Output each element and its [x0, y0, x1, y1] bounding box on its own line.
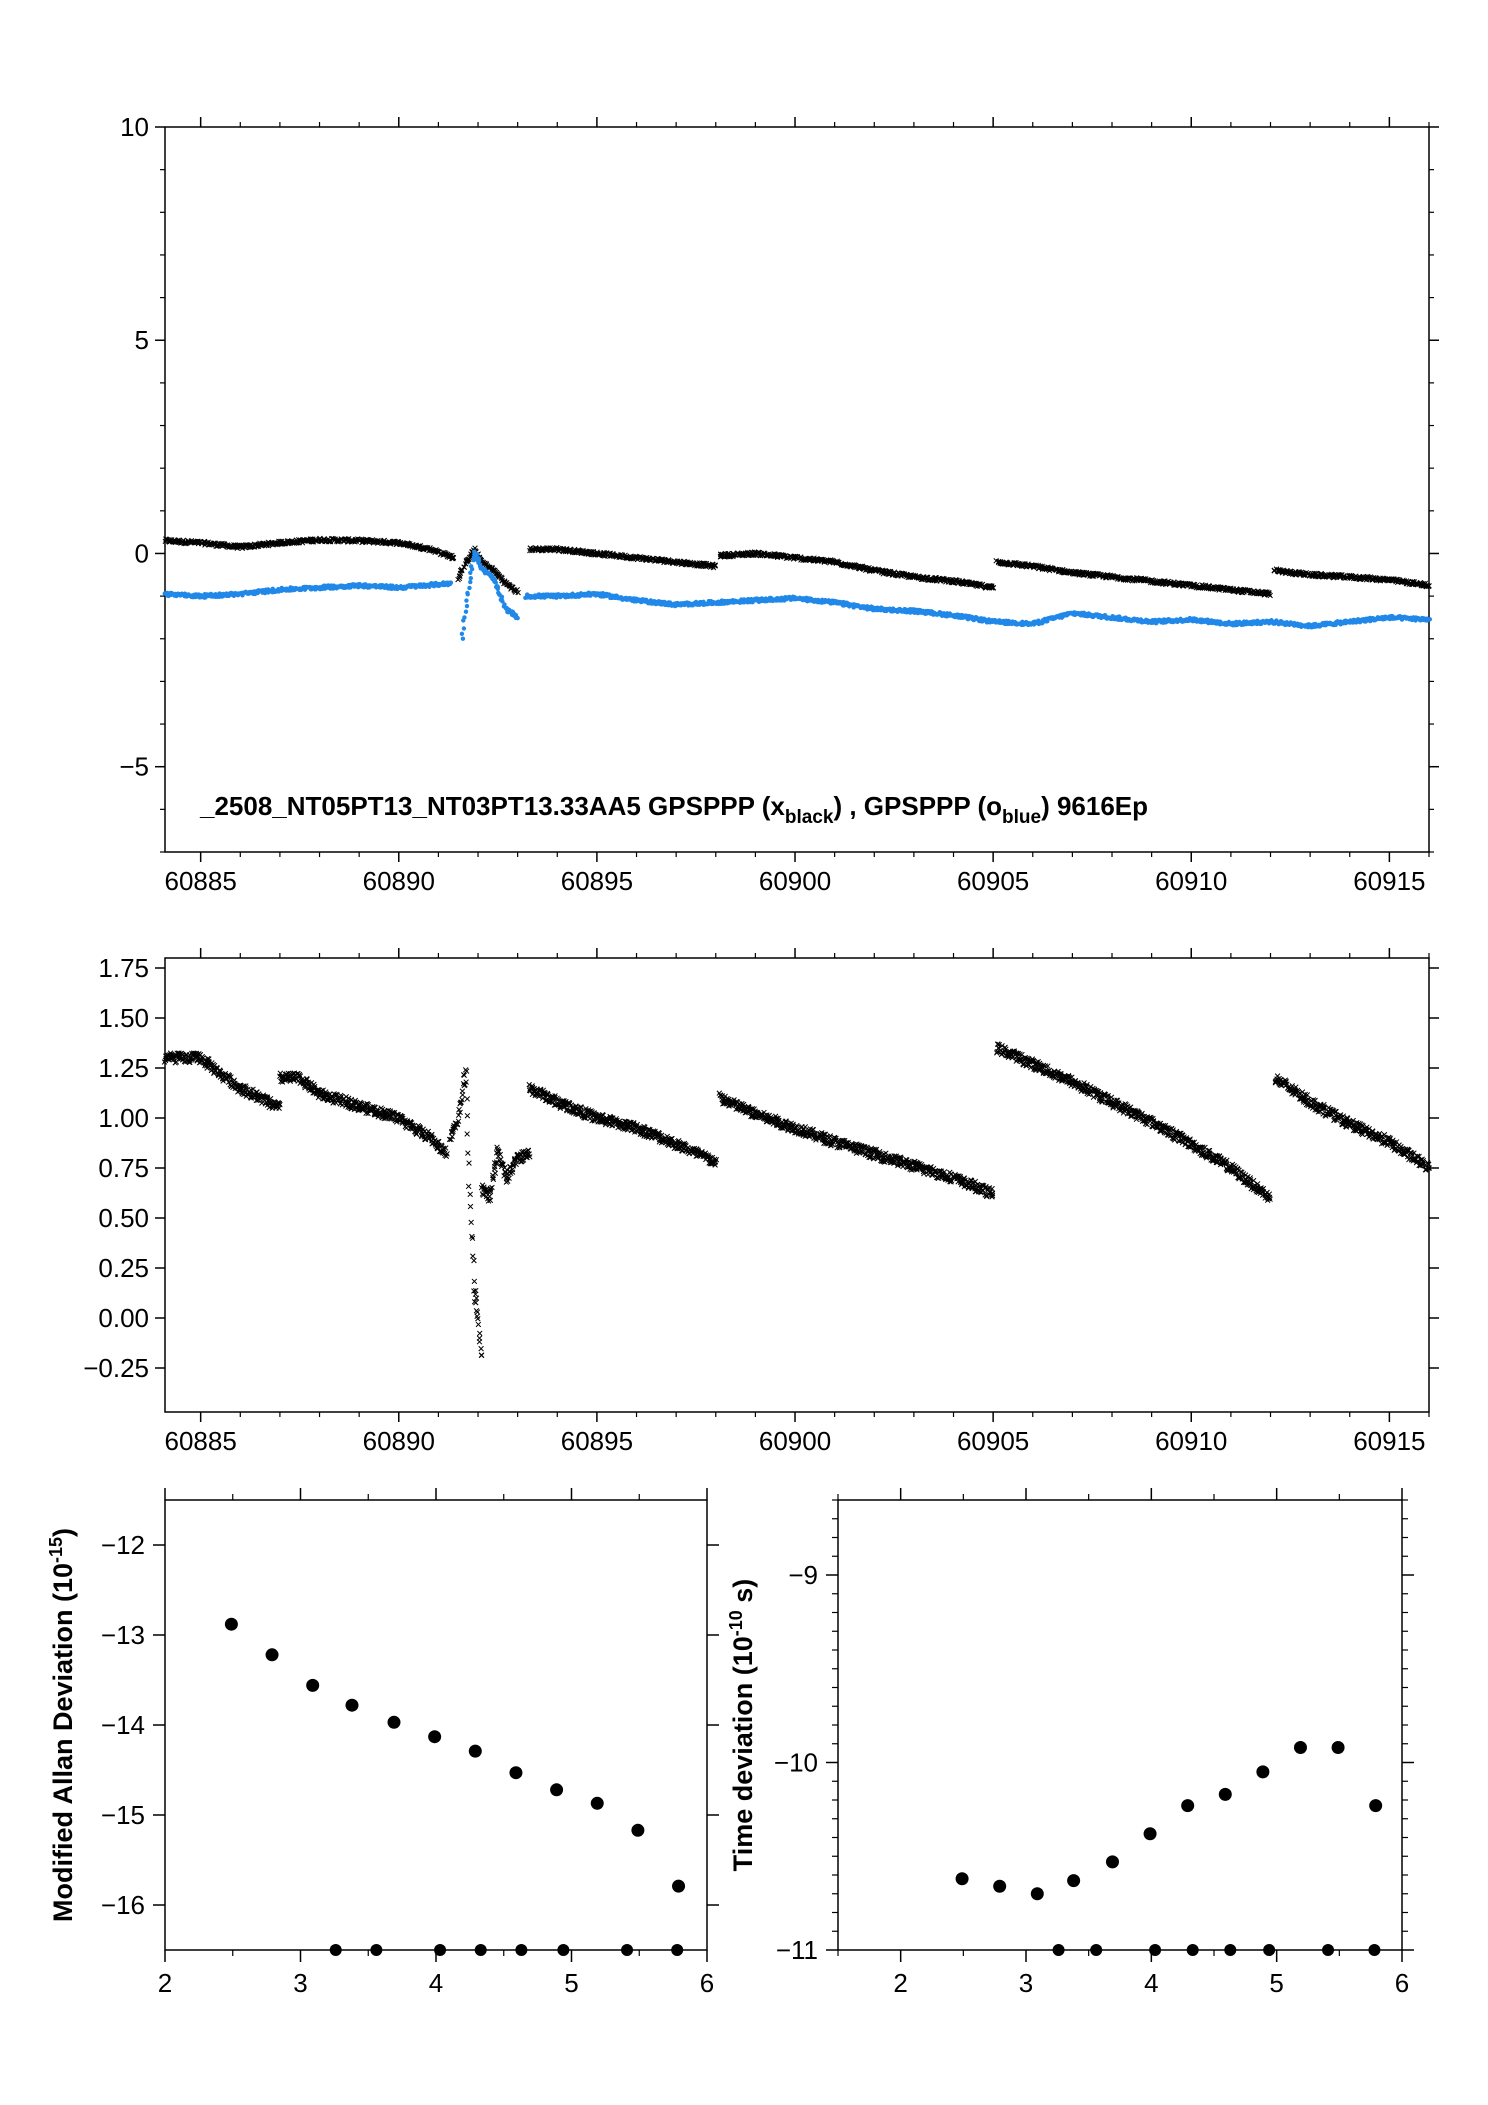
- panel-top-time-series: 60885 60890 60895 60900 60905 60910 60915 10 5 0 −…: [119, 112, 1439, 896]
- annotation-middle: ) , GPSPPP (o: [833, 791, 1002, 821]
- annotation-sub2: blue: [1002, 807, 1041, 828]
- top-series-1: [162, 549, 1433, 641]
- x-tick-label: 60885: [165, 1426, 237, 1456]
- panel-residuals-frame: [164, 957, 1430, 1413]
- data-point-o: [460, 636, 466, 641]
- y-tick-label: −0.25: [83, 1353, 149, 1383]
- data-point-x: [461, 564, 467, 570]
- annotation-sub1: black: [785, 807, 834, 828]
- data-point-x: [515, 589, 521, 596]
- data-point-o: [468, 576, 474, 581]
- data-point-o: [461, 626, 467, 631]
- data-point-x: [467, 1203, 474, 1210]
- data-point-x: [486, 1193, 493, 1200]
- data-point-x: [990, 584, 997, 591]
- data-point-x: [477, 1330, 483, 1337]
- x-tick-label: 60885: [165, 866, 237, 896]
- x-tick-label: 60905: [957, 866, 1029, 896]
- x-tick-label: 60895: [561, 1426, 633, 1456]
- data-point-o: [468, 579, 473, 585]
- data-point-x: [450, 554, 457, 561]
- top-series-0: [162, 535, 1432, 599]
- data-point-o: [459, 631, 465, 636]
- x-tick-label: 60890: [363, 866, 435, 896]
- data-point-x: [466, 1160, 472, 1166]
- annotation-title: _2508_NT05PT13_NT03PT13.33AA5 GPSPPP (xb…: [199, 791, 1148, 828]
- residual-series-0: [161, 1041, 1432, 1359]
- data-point-x: [468, 1219, 474, 1226]
- y-tick-label: 1.00: [98, 1103, 149, 1133]
- y-tick-label: 1.50: [98, 1003, 149, 1033]
- data-point-x: [465, 1150, 471, 1156]
- data-point-x: [470, 1253, 476, 1259]
- data-point-o: [465, 590, 470, 596]
- y-tick-label: −5: [119, 752, 149, 782]
- x-tick-label: 60890: [363, 1426, 435, 1456]
- data-point-o: [464, 598, 469, 603]
- y-tick-label: 10: [120, 112, 149, 142]
- data-point-x: [459, 567, 465, 574]
- x-tick-label: 60915: [1353, 1426, 1425, 1456]
- y-tick-label: 0.00: [98, 1303, 149, 1333]
- x-tick-label: 60905: [957, 1426, 1029, 1456]
- data-point-x: [464, 1131, 470, 1137]
- data-point-x: [466, 554, 473, 561]
- panel-residuals: 60885 60890 60895 60900 60905 60910 60915 1.75 1…: [83, 948, 1439, 1456]
- x-tick-label: 60915: [1353, 866, 1425, 896]
- data-point-x: [1000, 561, 1006, 567]
- data-point-x: [712, 563, 718, 569]
- data-point-x: [471, 1257, 477, 1264]
- y-tick-label: 1.75: [98, 953, 149, 983]
- data-point-o: [464, 603, 470, 609]
- data-point-x: [478, 1352, 485, 1359]
- data-point-x: [478, 1345, 484, 1352]
- x-tick-label: 60895: [561, 866, 633, 896]
- data-point-x: [459, 1092, 466, 1098]
- y-tick-label: 5: [135, 325, 149, 355]
- data-point-x: [476, 1335, 483, 1341]
- x-tick-label: 60910: [1155, 866, 1227, 896]
- annotation-prefix: _2508_NT05PT13_NT03PT13.33AA5 GPSPPP (x: [199, 791, 785, 821]
- y-tick-label: 0.25: [98, 1253, 149, 1283]
- x-tick-label: 60900: [759, 866, 831, 896]
- data-point-x: [492, 1170, 499, 1177]
- data-point-o: [462, 615, 467, 620]
- data-point-x: [464, 1112, 471, 1119]
- data-point-x: [916, 575, 922, 581]
- data-point-x: [467, 1191, 473, 1198]
- data-point-o: [1427, 617, 1433, 622]
- y-tick-label: 0.50: [98, 1203, 149, 1233]
- data-point-x: [464, 1096, 471, 1102]
- annotation-suffix: ) 9616Ep: [1041, 791, 1148, 821]
- data-point-o: [467, 585, 472, 591]
- panel-top-frame: [164, 126, 1430, 853]
- data-point-o: [463, 609, 469, 614]
- data-point-o: [468, 564, 474, 569]
- data-point-o: [448, 580, 454, 585]
- data-point-o: [515, 615, 520, 621]
- data-point-x: [475, 1321, 482, 1328]
- data-point-x: [465, 1183, 472, 1190]
- data-point-x: [988, 585, 995, 591]
- y-tick-label: 1.25: [98, 1053, 149, 1083]
- data-point-x: [265, 541, 272, 547]
- y-tick-label: 0: [135, 538, 149, 568]
- data-point-o: [495, 586, 500, 592]
- data-point-x: [471, 1278, 478, 1285]
- y-tick-label: 0.75: [98, 1153, 149, 1183]
- x-tick-label: 60910: [1155, 1426, 1227, 1456]
- data-point-o: [493, 580, 498, 585]
- x-tick-label: 60900: [759, 1426, 831, 1456]
